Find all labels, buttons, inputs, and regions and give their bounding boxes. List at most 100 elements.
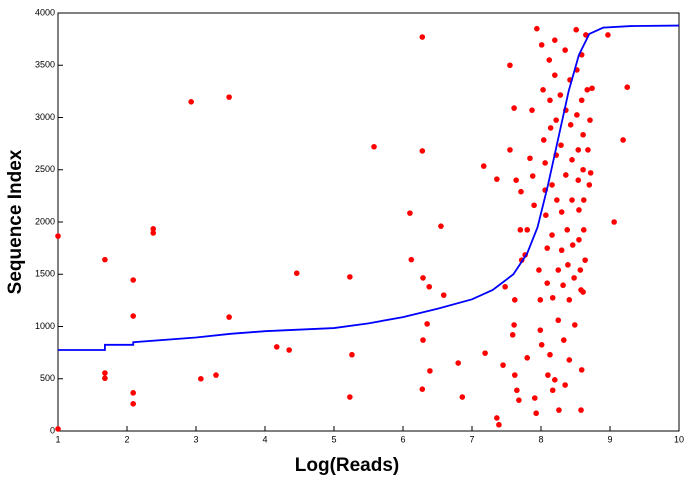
scatter-point (585, 147, 591, 153)
scatter-point (420, 337, 426, 343)
scatter-point (552, 72, 558, 78)
scatter-point (546, 57, 553, 63)
scatter-point (577, 267, 584, 273)
scatter-point (500, 362, 506, 368)
scatter-point (584, 87, 591, 93)
x-axis-label: Log(Reads) (295, 455, 400, 476)
scatter-point (408, 256, 415, 263)
scatter-point (513, 177, 519, 183)
y-axis-label: Sequence Index (5, 149, 26, 294)
scatter-point (438, 223, 444, 229)
scatter-point (502, 283, 508, 290)
scatter-point (533, 410, 539, 417)
scatter-point (562, 47, 568, 53)
scatter-point (566, 297, 573, 303)
scatter-point (589, 85, 595, 92)
scatter-point (624, 84, 631, 90)
scatter-point (531, 395, 538, 401)
scatter-point (569, 157, 575, 163)
scatter-point (529, 173, 536, 179)
scatter-point (494, 415, 500, 421)
scatter-point (507, 62, 513, 69)
y-tick-label: 2500 (35, 164, 55, 174)
scatter-point (226, 314, 232, 320)
x-tick-label: 9 (607, 434, 612, 444)
scatter-point (511, 322, 517, 328)
scatter-point (516, 397, 522, 403)
scatter-point (576, 236, 582, 243)
scatter-point (511, 372, 518, 378)
plot-area (57, 12, 680, 432)
scatter-point (529, 107, 535, 113)
y-tick-label: 3000 (35, 112, 55, 122)
scatter-point (455, 360, 462, 366)
scatter-point (580, 197, 587, 203)
scatter-point (565, 262, 571, 268)
scatter-point (537, 297, 544, 303)
scatter-point (150, 225, 157, 232)
scatter-point (286, 347, 292, 353)
scatter-point (573, 26, 579, 33)
scatter-point (578, 367, 585, 373)
scatter-point (273, 344, 280, 350)
scatter-point (514, 387, 520, 394)
scatter-point (587, 170, 594, 176)
scatter-point (534, 25, 540, 32)
x-tick-label: 5 (331, 434, 336, 444)
scatter-point (620, 137, 626, 143)
scatter-point (419, 34, 426, 40)
scatter-point (567, 122, 574, 128)
scatter-point (420, 275, 426, 281)
y-tick-label: 500 (40, 373, 55, 383)
scatter-point (569, 242, 576, 248)
scatter-point (509, 332, 516, 338)
scatter-point (543, 212, 549, 219)
scatter-point (578, 97, 585, 104)
scatter-point (569, 197, 575, 203)
scatter-point (575, 177, 582, 183)
scatter-point (549, 182, 555, 188)
scatter-point (527, 155, 533, 162)
scatter-point (605, 32, 611, 38)
scatter-point (580, 131, 586, 138)
scatter-point (540, 87, 546, 93)
scatter-point (580, 227, 587, 233)
scatter-point (524, 227, 530, 233)
scatter-point (531, 202, 537, 209)
scatter-point (576, 207, 582, 213)
scatter-point (578, 407, 584, 413)
scatter-point (102, 370, 108, 376)
y-tick-label: 1500 (35, 269, 55, 279)
scatter-point (511, 105, 517, 111)
scatter-point (549, 294, 556, 301)
scatter-point (558, 142, 564, 148)
scatter-point (293, 270, 300, 277)
scatter-point (571, 275, 577, 281)
x-tick-label: 7 (469, 434, 474, 444)
scatter-point (55, 233, 61, 239)
scatter-point (198, 375, 204, 382)
scatter-point (587, 117, 593, 123)
scatter-point (560, 337, 567, 343)
scatter-point (555, 317, 562, 324)
scatter-point (572, 322, 578, 328)
scatter-point (574, 112, 580, 118)
scatter-point (556, 407, 562, 413)
x-tick-label: 6 (400, 434, 405, 444)
scatter-point (371, 143, 377, 150)
scatter-point (566, 357, 573, 363)
scatter-point (552, 37, 558, 43)
x-tick-label: 3 (193, 434, 198, 444)
scatter-point (547, 97, 553, 104)
x-tick-label: 8 (538, 434, 543, 444)
y-tick-label: 3500 (35, 60, 55, 70)
scatter-point (347, 394, 353, 400)
scatter-point (349, 351, 355, 358)
scatter-point (537, 327, 544, 333)
scatter-point (427, 368, 433, 374)
scatter-point (580, 166, 586, 173)
scatter-point (347, 274, 353, 280)
scatter-point (549, 232, 555, 238)
